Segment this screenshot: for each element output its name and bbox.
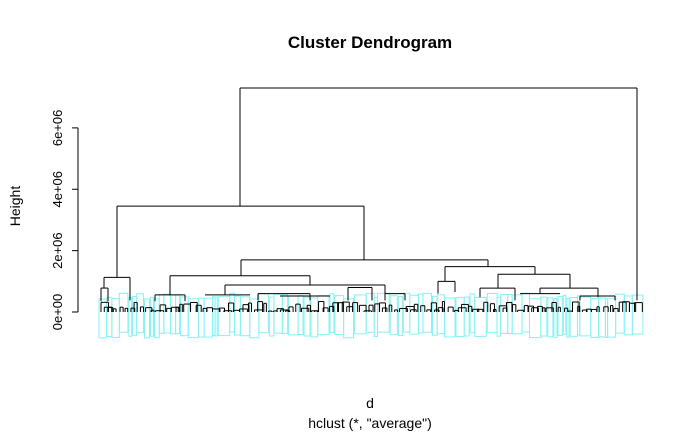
cluster-rect bbox=[175, 294, 181, 335]
cluster-rect bbox=[239, 296, 251, 337]
cluster-rect bbox=[496, 296, 502, 337]
cluster-rect bbox=[268, 296, 275, 337]
cluster-rect bbox=[615, 293, 625, 334]
x-axis-sublabel: hclust (*, "average") bbox=[308, 415, 432, 431]
cluster-rect bbox=[436, 294, 446, 335]
cluster-rect bbox=[402, 292, 411, 333]
y-axis-label: Height bbox=[7, 186, 23, 227]
cluster-rect bbox=[158, 294, 165, 334]
cluster-rect bbox=[417, 293, 424, 334]
cluster-rect bbox=[507, 294, 513, 334]
cluster-rect bbox=[343, 298, 355, 339]
cluster-rect bbox=[553, 298, 558, 338]
cluster-rect bbox=[562, 294, 567, 335]
cluster-rect bbox=[463, 296, 470, 337]
cluster-rect bbox=[590, 298, 600, 338]
cluster-rect bbox=[303, 296, 311, 337]
cluster-rect bbox=[377, 292, 390, 333]
cluster-rect bbox=[409, 294, 419, 335]
cluster-rect bbox=[354, 294, 367, 335]
cluster-rect bbox=[329, 293, 335, 334]
cluster-rect bbox=[106, 297, 113, 338]
cluster-rect bbox=[217, 296, 231, 337]
cluster-rect bbox=[431, 295, 438, 336]
cluster-rect bbox=[297, 295, 304, 336]
cluster-rect bbox=[233, 295, 241, 336]
cluster-rect bbox=[128, 296, 133, 337]
cluster-rect bbox=[143, 298, 150, 339]
cluster-rect bbox=[111, 298, 120, 338]
cluster-rect bbox=[444, 297, 456, 338]
cluster-rect bbox=[511, 294, 523, 335]
cluster-rect bbox=[569, 296, 578, 337]
cluster-rect bbox=[469, 293, 476, 334]
cluster-rect bbox=[229, 292, 235, 333]
cluster-rect bbox=[203, 297, 214, 338]
cluster-rect bbox=[365, 292, 375, 333]
cluster-rect bbox=[521, 292, 530, 333]
cluster-rect bbox=[474, 297, 487, 337]
cluster-rect bbox=[153, 298, 160, 339]
cluster-rect bbox=[500, 294, 509, 334]
dendrogram-branches bbox=[100, 87, 643, 312]
cluster-rect bbox=[288, 295, 299, 336]
y-tick-label: 0e+00 bbox=[50, 294, 65, 331]
cluster-rect bbox=[389, 295, 398, 336]
cluster-rect bbox=[631, 294, 644, 335]
cluster-rect bbox=[170, 294, 177, 335]
cluster-rect bbox=[149, 296, 154, 337]
y-tick-label: 4e+06 bbox=[50, 171, 65, 208]
cluster-rect bbox=[455, 297, 465, 338]
cluster-rect bbox=[258, 293, 269, 334]
cluster-rect bbox=[547, 297, 554, 338]
y-axis: 0e+00 2e+06 4e+06 6e+06 bbox=[50, 110, 79, 331]
cluster-rect bbox=[281, 294, 289, 335]
cluster-rect bbox=[214, 296, 218, 337]
cluster-rect bbox=[528, 298, 542, 339]
cluster-rect bbox=[566, 297, 570, 338]
chart-title: Cluster Dendrogram bbox=[288, 33, 452, 52]
cluster-rect bbox=[397, 296, 403, 336]
cluster-rect bbox=[98, 298, 108, 339]
y-tick-label: 2e+06 bbox=[50, 232, 65, 269]
cluster-rect bbox=[197, 297, 205, 338]
x-axis-label: d bbox=[366, 395, 374, 411]
cluster-rect bbox=[273, 293, 283, 334]
cluster-rect bbox=[118, 292, 129, 333]
cluster-rect bbox=[422, 292, 432, 333]
cluster-rect bbox=[180, 296, 189, 337]
y-tick-label: 6e+06 bbox=[50, 110, 65, 147]
cluster-rect bbox=[607, 297, 617, 338]
cluster-rect bbox=[579, 296, 592, 337]
cluster-rectangles bbox=[98, 292, 644, 339]
cluster-rect bbox=[598, 297, 606, 338]
cluster-rect bbox=[163, 293, 172, 334]
cluster-rect bbox=[557, 295, 563, 336]
cluster-rect bbox=[540, 296, 548, 337]
cluster-rect bbox=[334, 295, 345, 335]
cluster-rect bbox=[136, 293, 144, 334]
cluster-rect bbox=[310, 297, 319, 338]
cluster-rect bbox=[486, 293, 498, 333]
